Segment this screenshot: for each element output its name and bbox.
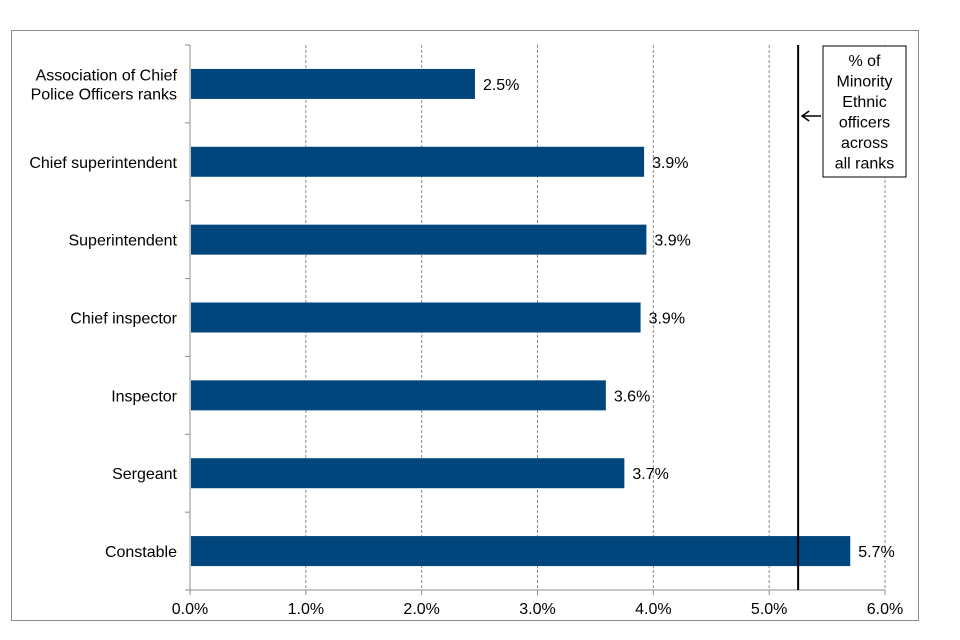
bar <box>191 458 625 489</box>
x-tick-label: 2.0% <box>403 601 439 618</box>
x-tick-label: 3.0% <box>519 601 555 618</box>
labels: 0.0% 1.0% 2.0% 3.0% 4.0% 5.0% 6.0% 2.5% Associat… <box>29 67 903 618</box>
category-label: Association of Chief <box>36 67 178 84</box>
category-label: Chief inspector <box>70 311 177 328</box>
data-label: 3.7% <box>632 466 668 483</box>
bar <box>191 536 851 567</box>
x-tick-label: 0.0% <box>172 601 208 618</box>
reference-note-line: all ranks <box>835 156 895 173</box>
bar <box>191 380 606 411</box>
reference-note-line: % of <box>848 53 881 70</box>
bar <box>191 68 475 99</box>
category-label: Superintendent <box>68 233 177 250</box>
bar <box>191 146 645 177</box>
reference-note-line: across <box>841 135 888 152</box>
category-label: Chief superintendent <box>29 155 177 172</box>
reference-annotation: % of Minority Ethnic officers across all rank… <box>797 45 907 590</box>
bars <box>191 68 851 567</box>
data-label: 3.9% <box>649 311 685 328</box>
x-tick-label: 1.0% <box>288 601 324 618</box>
data-label: 5.7% <box>858 544 894 561</box>
chart-frame <box>11 30 919 621</box>
data-label: 3.9% <box>654 233 690 250</box>
data-label: 3.9% <box>652 155 688 172</box>
category-label: Inspector <box>111 388 177 405</box>
category-label: Constable <box>105 544 177 561</box>
bar <box>191 224 647 255</box>
axes <box>185 44 886 595</box>
bar <box>191 302 641 333</box>
data-label: 3.6% <box>614 388 650 405</box>
x-tick-label: 5.0% <box>751 601 787 618</box>
reference-note-line: officers <box>839 115 890 132</box>
reference-note-box <box>822 45 907 178</box>
category-label: Police Officers ranks <box>31 86 177 103</box>
x-tick-label: 4.0% <box>635 601 671 618</box>
category-label: Sergeant <box>112 466 177 483</box>
data-label: 2.5% <box>483 77 519 94</box>
reference-note-line: Minority <box>836 74 892 91</box>
reference-note-line: Ethnic <box>842 94 886 111</box>
reference-arrow-head <box>800 110 810 122</box>
x-tick-label: 6.0% <box>867 601 903 618</box>
